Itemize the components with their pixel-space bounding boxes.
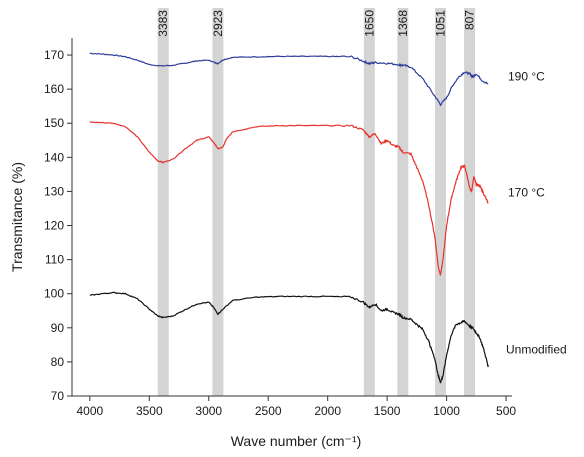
y-axis-title: Transmitance (%) [9,162,25,272]
series-label-190: 190 °C [508,70,545,84]
y-tick-label-160: 160 [44,82,64,96]
x-tick-label-500: 500 [496,404,516,418]
x-axis-title: Wave number (cm⁻¹) [231,433,362,449]
x-tick-label-2500: 2500 [255,404,282,418]
band-label-3383: 3383 [156,10,170,37]
x-tick-label-4000: 4000 [76,404,103,418]
y-tick-label-170: 170 [44,48,64,62]
y-tick-label-120: 120 [44,219,64,233]
band-1368 [397,8,409,396]
y-tick-label-150: 150 [44,116,64,130]
x-tick-label-1000: 1000 [433,404,460,418]
band-label-807: 807 [463,10,477,30]
series-label-170: 170 °C [508,186,545,200]
band-2923 [212,8,224,396]
band-label-2923: 2923 [211,10,225,37]
x-tick-label-3500: 3500 [136,404,163,418]
band-807 [464,8,476,396]
y-tick-label-140: 140 [44,150,64,164]
band-label-1368: 1368 [396,10,410,37]
band-3383 [157,8,169,396]
axes [71,38,512,397]
y-tick-label-80: 80 [51,355,65,369]
series-line-2 [89,291,489,384]
series-label-unmodified: Unmodified [506,342,567,356]
series-lines [89,52,489,384]
y-tick-label-110: 110 [45,253,64,267]
band-1650 [363,8,375,396]
y-tick-label-100: 100 [44,287,64,301]
x-tick-label-1500: 1500 [374,404,401,418]
band-1051 [435,8,447,396]
y-tick-label-90: 90 [51,321,65,335]
x-ticks: 4000 3500 3000 2500 2000 1500 1000 500 [76,396,516,418]
band-label-1051: 1051 [434,10,448,37]
series-line-1 [89,121,489,276]
y-ticks: 70 80 90 100 110 120 130 140 150 160 170 [44,48,72,403]
highlight-bands: 3383 2923 1650 1368 1051 807 [156,8,477,396]
y-tick-label-70: 70 [51,389,65,403]
band-label-1650: 1650 [362,10,376,37]
x-tick-label-2000: 2000 [314,404,341,418]
series-line-0 [89,52,489,107]
y-tick-label-130: 130 [44,184,64,198]
x-tick-label-3000: 3000 [195,404,222,418]
series-labels: 190 °C 170 °C Unmodified [506,70,567,357]
